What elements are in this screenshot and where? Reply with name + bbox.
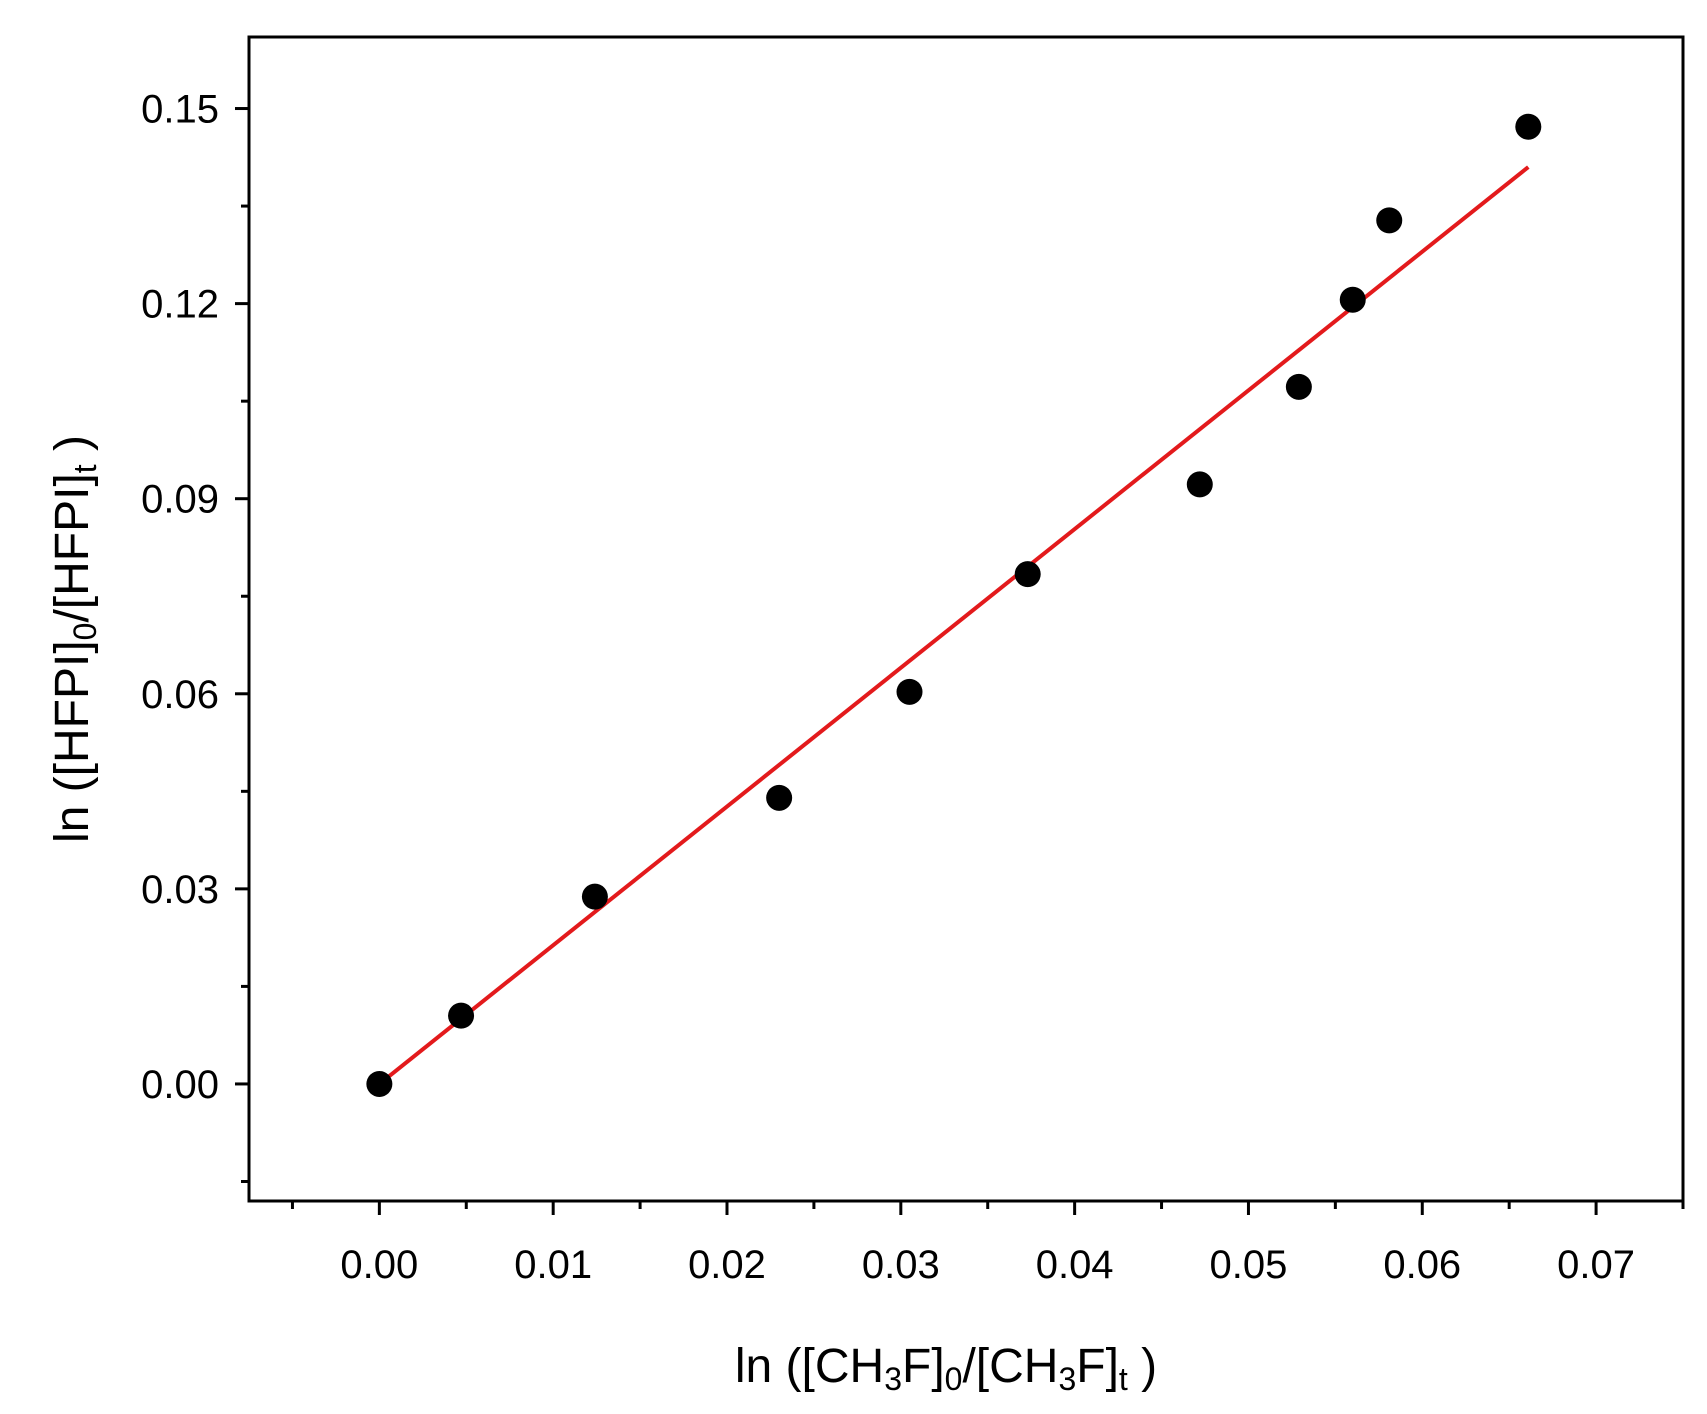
data-point (1515, 113, 1542, 140)
label-text: ln ([HFPI] (46, 640, 99, 843)
data-point (448, 1002, 475, 1029)
label-text: /[HFPI] (46, 473, 99, 622)
x-tick-label: 0.05 (1210, 1243, 1288, 1287)
x-tick-label: 0.02 (688, 1243, 766, 1287)
label-text: ) (1128, 1340, 1157, 1393)
data-point (1285, 373, 1312, 400)
label-subscript: t (67, 464, 103, 473)
x-tick-label: 0.00 (340, 1243, 418, 1287)
y-tick-label: 0.09 (141, 478, 219, 522)
y-axis-label: ln ([HFPI]0/[HFPI]t ) (46, 435, 103, 843)
x-tick-label: 0.04 (1036, 1243, 1114, 1287)
label-text: ) (46, 435, 99, 464)
x-tick-label: 0.07 (1557, 1243, 1635, 1287)
label-subscript: 0 (945, 1361, 963, 1397)
data-point (581, 883, 608, 910)
data-point (1186, 471, 1213, 498)
y-tick-label: 0.12 (141, 283, 219, 327)
y-tick-label: 0.03 (141, 868, 219, 912)
data-point (1376, 207, 1403, 234)
label-subscript: 3 (884, 1361, 902, 1397)
axes: 0.00 0.01 0.02 0.03 0.04 0.05 0.06 0.07 0.00 0.03… (141, 35, 1685, 1287)
plot-frame (247, 35, 1685, 1203)
plot-area (366, 113, 1542, 1097)
data-point (1014, 561, 1041, 588)
label-subscript: 0 (67, 623, 103, 641)
y-tick-label: 0.06 (141, 673, 219, 717)
label-text: F] (902, 1340, 945, 1393)
label-text: ln ([CH (735, 1340, 884, 1393)
fit-line (378, 165, 1530, 1086)
label-subscript: 3 (1058, 1361, 1076, 1397)
data-point (1339, 286, 1366, 313)
y-tick-label: 0.15 (141, 88, 219, 132)
x-tick-label: 0.01 (514, 1243, 592, 1287)
data-point (366, 1070, 393, 1097)
y-tick-label: 0.00 (141, 1063, 219, 1107)
x-tick-label: 0.06 (1383, 1243, 1461, 1287)
label-text: F] (1076, 1340, 1119, 1393)
label-text: /[CH (962, 1340, 1058, 1393)
x-tick-label: 0.03 (862, 1243, 940, 1287)
x-axis-label: ln ([CH3F]0/[CH3F]t ) (735, 1340, 1157, 1397)
label-subscript: t (1119, 1361, 1128, 1397)
data-point (896, 678, 923, 705)
data-point (766, 784, 793, 811)
